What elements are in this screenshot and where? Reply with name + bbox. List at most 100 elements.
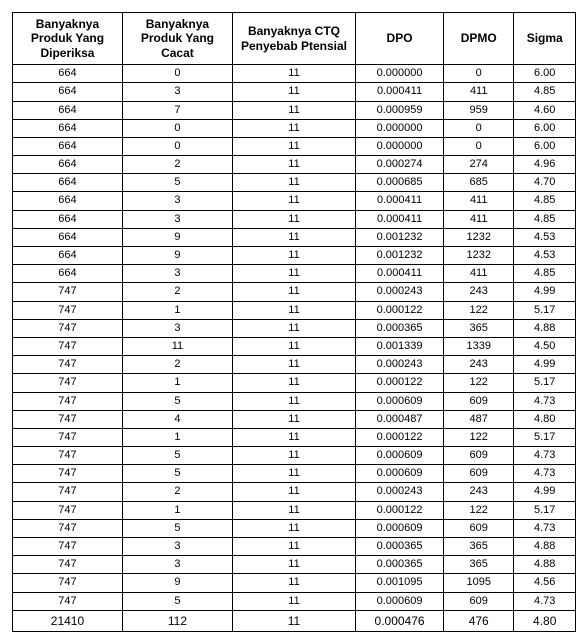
table-row: 74711110.00133913394.50 [13,337,576,355]
col-header-cacat: Banyaknya Produk Yang Cacat [122,13,232,65]
table-cell: 0.000609 [356,447,444,465]
table-cell: 11 [232,428,355,446]
table-cell: 11 [232,83,355,101]
table-cell: 11 [232,210,355,228]
table-cell: 4.53 [514,228,576,246]
table-cell: 5 [122,174,232,192]
table-cell: 4.80 [514,410,576,428]
table-cell: 747 [13,592,123,610]
table-cell: 747 [13,410,123,428]
table-cell: 747 [13,337,123,355]
table-cell: 11 [232,447,355,465]
table-cell: 0.000609 [356,392,444,410]
table-cell: 0.000122 [356,501,444,519]
sigma-table: Banyaknya Produk Yang Diperiksa Banyakny… [12,12,576,632]
table-cell: 747 [13,574,123,592]
table-cell: 0.000365 [356,556,444,574]
table-cell: 747 [13,392,123,410]
table-cell: 1095 [444,574,514,592]
table-cell: 9 [122,574,232,592]
table-cell: 11 [232,156,355,174]
table-cell: 9 [122,228,232,246]
table-cell: 4.85 [514,210,576,228]
table-cell: 9 [122,247,232,265]
table-cell: 1 [122,374,232,392]
col-header-dpo: DPO [356,13,444,65]
table-cell: 11 [232,374,355,392]
table-row: 6645110.0006856854.70 [13,174,576,192]
table-cell: 4.96 [514,156,576,174]
table-cell: 0.001232 [356,228,444,246]
table-cell: 609 [444,519,514,537]
table-cell: 0.000365 [356,319,444,337]
table-cell: 609 [444,392,514,410]
table-cell: 7 [122,101,232,119]
table-cell: 243 [444,283,514,301]
table-row: 6643110.0004114114.85 [13,210,576,228]
table-cell: 0 [122,137,232,155]
table-cell: 0.000243 [356,483,444,501]
table-cell: 1232 [444,247,514,265]
table-cell: 747 [13,319,123,337]
table-cell: 411 [444,265,514,283]
table-cell: 0.000487 [356,410,444,428]
table-cell: 4.88 [514,538,576,556]
table-cell: 11 [232,301,355,319]
table-cell: 0.000609 [356,465,444,483]
table-cell: 1339 [444,337,514,355]
table-row: 7475110.0006096094.73 [13,519,576,537]
table-cell: 3 [122,265,232,283]
table-cell: 0.000365 [356,538,444,556]
table-row: 7472110.0002432434.99 [13,483,576,501]
table-cell: 4.53 [514,247,576,265]
table-row: 6640110.00000006.00 [13,65,576,83]
table-cell: 11 [232,101,355,119]
table-cell: 4.85 [514,192,576,210]
table-cell: 2 [122,156,232,174]
table-cell: 747 [13,501,123,519]
table-cell: 0.001339 [356,337,444,355]
table-cell: 5.17 [514,428,576,446]
table-cell: 4.73 [514,519,576,537]
table-cell: 4.50 [514,337,576,355]
table-cell: 11 [232,465,355,483]
table-cell: 4.56 [514,574,576,592]
table-cell: 0.000685 [356,174,444,192]
table-cell: 0.000476 [356,610,444,631]
table-cell: 4.73 [514,447,576,465]
table-cell: 4.88 [514,556,576,574]
table-cell: 664 [13,65,123,83]
table-cell: 411 [444,192,514,210]
table-cell: 0 [444,65,514,83]
table-cell: 664 [13,174,123,192]
table-cell: 411 [444,210,514,228]
table-cell: 112 [122,610,232,631]
table-cell: 2 [122,356,232,374]
table-cell: 11 [232,247,355,265]
table-row: 7473110.0003653654.88 [13,319,576,337]
table-cell: 11 [232,356,355,374]
table-cell: 5.17 [514,374,576,392]
table-cell: 747 [13,283,123,301]
table-row: 6642110.0002742744.96 [13,156,576,174]
table-row: 6649110.00123212324.53 [13,228,576,246]
table-row: 6643110.0004114114.85 [13,192,576,210]
table-cell: 664 [13,137,123,155]
table-cell: 0.000122 [356,374,444,392]
table-cell: 0.000243 [356,356,444,374]
table-cell: 122 [444,501,514,519]
table-cell: 0 [122,119,232,137]
table-cell: 1 [122,428,232,446]
table-cell: 4.73 [514,465,576,483]
table-row: 6647110.0009599594.60 [13,101,576,119]
table-cell: 11 [232,574,355,592]
table-cell: 476 [444,610,514,631]
table-row: 7475110.0006096094.73 [13,447,576,465]
table-cell: 664 [13,265,123,283]
table-cell: 2 [122,283,232,301]
table-cell: 11 [232,519,355,537]
table-cell: 4.80 [514,610,576,631]
table-cell: 0.000609 [356,592,444,610]
table-cell: 0.000411 [356,265,444,283]
table-cell: 11 [232,192,355,210]
